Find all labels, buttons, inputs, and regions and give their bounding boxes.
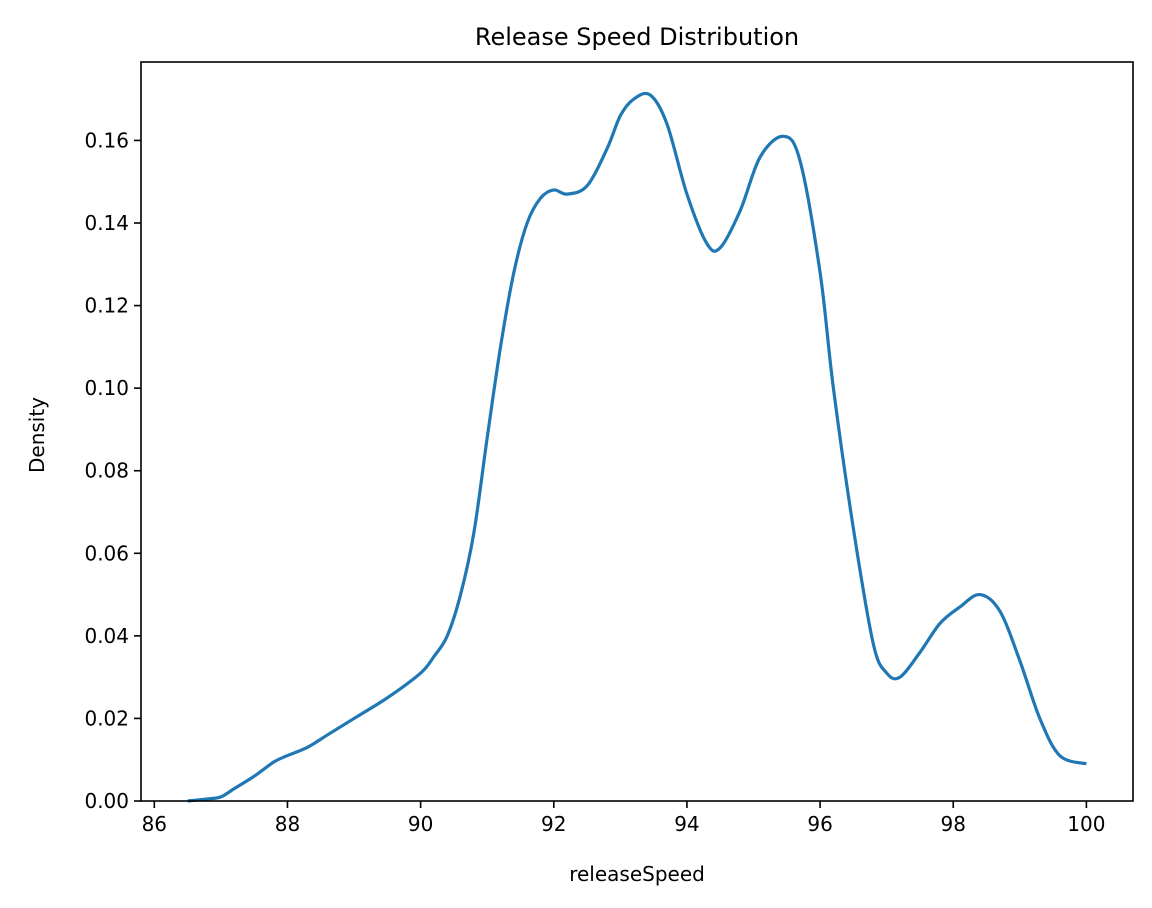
y-tick-label: 0.16 (84, 128, 129, 152)
y-axis: 0.00 0.02 0.04 0.06 0.08 0.10 0.12 0.14 0.16 (84, 128, 141, 813)
x-tick-label: 92 (541, 812, 566, 836)
y-tick-label: 0.14 (84, 211, 129, 235)
density-curve (187, 91, 1087, 803)
y-axis-label: Density (25, 397, 49, 473)
x-tick-label: 100 (1067, 812, 1105, 836)
plot-frame (140, 61, 1134, 802)
chart-title: Release Speed Distribution (475, 23, 799, 51)
y-tick-label: 0.00 (84, 789, 129, 813)
x-tick-label: 88 (275, 812, 300, 836)
x-tick-label: 98 (941, 812, 966, 836)
x-tick-label: 94 (674, 812, 699, 836)
y-tick-label: 0.06 (84, 541, 129, 565)
y-tick-label: 0.04 (84, 624, 129, 648)
y-tick-label: 0.02 (84, 706, 129, 730)
plot-area (187, 91, 1087, 803)
y-tick-label: 0.10 (84, 376, 129, 400)
x-axis: 86 88 90 92 94 96 98 100 (142, 801, 1105, 836)
x-tick-label: 90 (408, 812, 433, 836)
y-tick-label: 0.12 (84, 294, 129, 318)
x-axis-label: releaseSpeed (569, 862, 705, 886)
y-tick-label: 0.08 (84, 459, 129, 483)
x-tick-label: 96 (807, 812, 832, 836)
x-tick-label: 86 (142, 812, 167, 836)
